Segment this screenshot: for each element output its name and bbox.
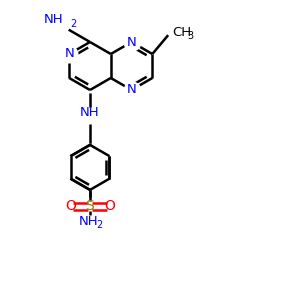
Text: NH: NH	[80, 106, 100, 119]
Text: N: N	[127, 83, 136, 97]
Text: N: N	[64, 47, 74, 61]
Text: O: O	[65, 200, 76, 213]
Text: O: O	[104, 200, 115, 213]
Text: S: S	[85, 200, 94, 213]
Text: 2: 2	[97, 220, 103, 230]
Text: 2: 2	[70, 19, 77, 29]
Text: N: N	[127, 35, 136, 49]
Text: 3: 3	[188, 32, 194, 41]
Text: CH: CH	[172, 26, 191, 39]
Text: NH: NH	[44, 13, 63, 26]
Text: NH: NH	[79, 215, 98, 228]
